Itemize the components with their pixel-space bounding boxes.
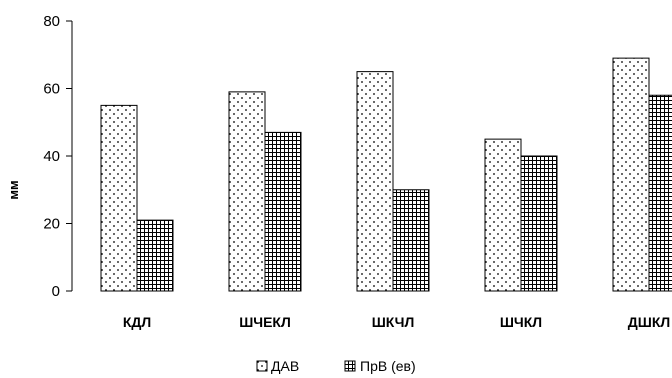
x-category-label: ШЧЕКЛ bbox=[239, 314, 291, 330]
bar-dav-1 bbox=[228, 91, 266, 292]
y-tick-label: 40 bbox=[43, 148, 60, 165]
bar-dav-3 bbox=[484, 138, 522, 292]
legend: ДАВ ПрВ (ев) bbox=[256, 358, 416, 374]
bar-prv-3 bbox=[520, 155, 558, 292]
x-category-label: КДЛ bbox=[123, 314, 151, 330]
bar-prv-4 bbox=[648, 94, 672, 292]
bar-prv-0 bbox=[136, 219, 174, 292]
y-tick-label: 80 bbox=[43, 13, 60, 30]
x-axis-labels: КДЛ ШЧЕКЛ ШКЧЛ ШЧКЛ ДШКЛ bbox=[123, 314, 670, 330]
bars bbox=[100, 57, 672, 292]
bar-prv-2 bbox=[392, 189, 430, 292]
y-axis-title: мм bbox=[6, 180, 21, 199]
y-tick-label: 60 bbox=[43, 81, 60, 98]
legend-swatch-0 bbox=[256, 360, 268, 372]
bar-prv-1 bbox=[264, 131, 302, 292]
bar-dav-2 bbox=[356, 71, 394, 292]
x-category-label: ШЧКЛ bbox=[500, 314, 542, 330]
legend-label-1: ПрВ (ев) bbox=[360, 358, 416, 374]
bar-dav-4 bbox=[612, 57, 650, 292]
y-axis: 0 20 40 60 80 bbox=[43, 13, 73, 300]
bar-dav-0 bbox=[100, 104, 138, 292]
y-tick-label: 20 bbox=[43, 216, 60, 233]
legend-label-0: ДАВ bbox=[271, 358, 299, 374]
y-tick-label: 0 bbox=[52, 283, 60, 300]
x-category-label: ШКЧЛ bbox=[372, 314, 415, 330]
x-category-label: ДШКЛ bbox=[628, 314, 670, 330]
legend-swatch-1 bbox=[344, 360, 356, 372]
